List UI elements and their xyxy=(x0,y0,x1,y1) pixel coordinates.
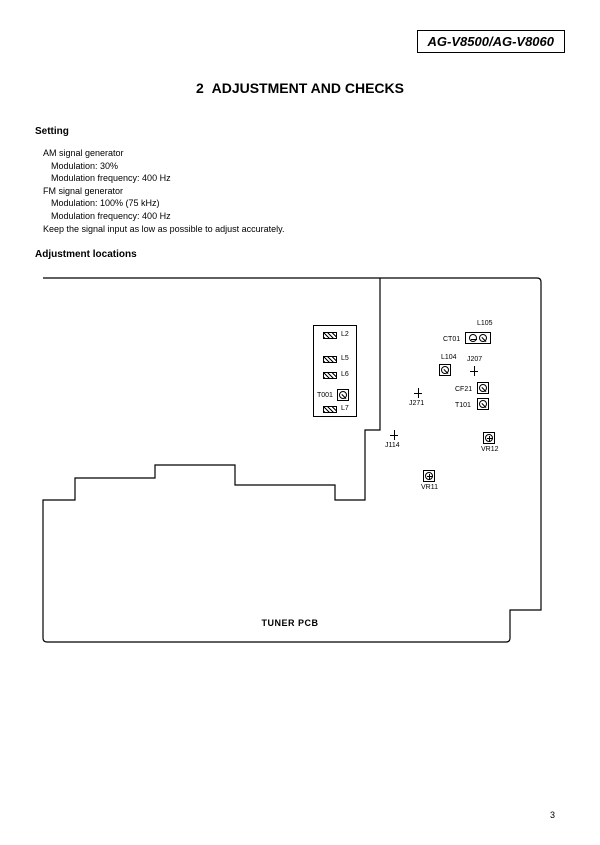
note-line: Keep the signal input as low as possible… xyxy=(35,223,565,236)
fm-freq-line: Modulation frequency: 400 Hz xyxy=(35,210,565,223)
cross-pot-icon xyxy=(425,472,433,480)
board-label: TUNER PCB xyxy=(35,618,545,628)
screw-icon xyxy=(479,334,487,342)
am-generator-line: AM signal generator xyxy=(35,147,565,160)
section-number: 2 xyxy=(196,80,204,96)
adj-L104 xyxy=(439,364,451,376)
label-L105: L105 xyxy=(477,320,493,327)
label-VR12: VR12 xyxy=(481,446,499,453)
am-modulation-line: Modulation: 30% xyxy=(35,160,565,173)
label-VR11: VR11 xyxy=(421,484,438,491)
adj-T101 xyxy=(477,398,489,410)
section-title: 2 ADJUSTMENT AND CHECKS xyxy=(35,80,565,96)
locations-heading: Adjustment locations xyxy=(35,249,565,260)
adj-CF21 xyxy=(477,382,489,394)
pcb-diagram: L2 L5 L6 T001 L7 CT01 L105 L104 J207 J27… xyxy=(35,270,545,650)
screw-icon xyxy=(441,366,449,374)
adj-CT01-L105 xyxy=(465,332,491,344)
label-T101: T101 xyxy=(455,402,471,409)
screw-icon xyxy=(469,334,477,342)
jumper-J207 xyxy=(469,366,479,376)
fm-generator-line: FM signal generator xyxy=(35,185,565,198)
setting-heading: Setting xyxy=(35,126,565,137)
adj-VR12 xyxy=(483,432,495,444)
label-J207: J207 xyxy=(467,356,482,363)
jumper-J271 xyxy=(413,388,423,398)
adj-VR11 xyxy=(423,470,435,482)
cross-pot-icon xyxy=(485,434,493,442)
am-freq-line: Modulation frequency: 400 Hz xyxy=(35,172,565,185)
screw-icon xyxy=(479,384,487,392)
label-J114: J114 xyxy=(385,442,400,449)
page-number: 3 xyxy=(550,810,555,820)
fm-modulation-line: Modulation: 100% (75 kHz) xyxy=(35,197,565,210)
label-J271: J271 xyxy=(409,400,424,407)
section-name: ADJUSTMENT AND CHECKS xyxy=(212,80,404,96)
model-number-box: AG-V8500/AG-V8060 xyxy=(417,30,565,53)
setting-block: AM signal generator Modulation: 30% Modu… xyxy=(35,147,565,235)
group-box-left xyxy=(313,325,357,417)
screw-icon xyxy=(479,400,487,408)
label-L104: L104 xyxy=(441,354,457,361)
jumper-J114 xyxy=(389,430,399,440)
pcb-outline xyxy=(35,270,545,650)
label-CF21: CF21 xyxy=(455,386,472,393)
label-CT01: CT01 xyxy=(443,336,460,343)
